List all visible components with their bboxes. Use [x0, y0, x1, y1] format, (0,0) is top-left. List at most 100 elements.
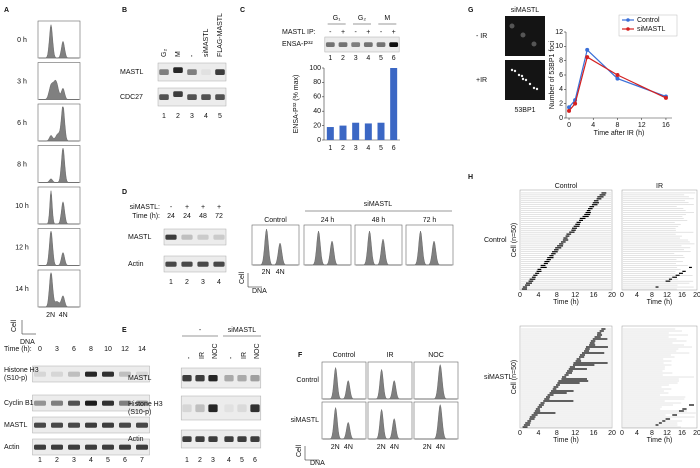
legend-label: Control: [637, 17, 660, 24]
histogram-profile: [39, 106, 79, 142]
label: B: [122, 7, 127, 14]
histogram-profile: [39, 272, 79, 308]
histogram-frame: [37, 186, 81, 225]
label: +: [366, 29, 370, 36]
label: +: [392, 29, 396, 36]
label: 12: [571, 292, 579, 299]
label: A: [4, 7, 9, 14]
label: Cell: [239, 272, 246, 285]
label: - IR: [476, 33, 487, 40]
blot-band: [85, 422, 97, 428]
label: F: [298, 352, 303, 359]
label: 48 h: [372, 217, 386, 224]
blot-band: [338, 42, 348, 48]
blot-band: [181, 261, 193, 267]
label: 4: [366, 145, 370, 152]
label: IR: [387, 352, 394, 359]
label: Cell (n=50): [511, 223, 518, 257]
data-point: [615, 76, 620, 81]
label: 2: [341, 145, 345, 152]
histogram-profile: [39, 230, 79, 266]
data-point: [585, 55, 590, 60]
blot-band: [213, 261, 225, 267]
label: 2N: [331, 444, 340, 451]
data-point: [573, 101, 578, 106]
label: 8: [555, 292, 559, 299]
histogram-profile: [323, 406, 365, 440]
label: 4N: [276, 269, 285, 276]
label: 7: [140, 457, 144, 464]
label: 1: [185, 457, 189, 464]
histogram-frame: [413, 401, 459, 440]
data-point: [663, 95, 668, 100]
label: 12: [121, 346, 129, 353]
label: MASTL: [128, 234, 151, 241]
label: 5: [106, 457, 110, 464]
focus-spot: [531, 41, 537, 47]
label: 8 h: [17, 161, 27, 168]
label: 3: [211, 457, 215, 464]
blot-band: [182, 404, 192, 413]
blot-band: [85, 371, 97, 377]
label: -: [186, 356, 193, 359]
histogram-frame: [405, 224, 454, 266]
focus-spot: [520, 74, 524, 78]
label: DNA: [310, 460, 325, 467]
bar: [377, 122, 385, 140]
blot-band: [85, 400, 97, 406]
label: -: [354, 29, 357, 36]
blot-band: [159, 69, 169, 76]
label: -: [199, 327, 202, 334]
histogram-profile: [305, 230, 350, 266]
blot-band: [136, 422, 148, 428]
legend-marker: [626, 27, 630, 31]
label: siMASTL:: [130, 204, 160, 211]
label: NOC: [254, 343, 261, 359]
blot-band: [102, 371, 114, 377]
label: Time (h): [553, 437, 579, 444]
label: 1: [328, 145, 332, 152]
histogram-profile: [39, 147, 79, 183]
blot-band: [224, 404, 234, 413]
blot-band: [363, 42, 373, 48]
label: 2: [55, 457, 59, 464]
label: 12: [555, 29, 563, 36]
histogram-profile: [415, 403, 457, 440]
label: Histone H3: [128, 401, 163, 408]
blot-band: [102, 444, 114, 450]
bar: [339, 125, 347, 140]
label: (S10-p): [4, 375, 27, 382]
label: 4: [366, 55, 370, 62]
label: 4N: [59, 312, 68, 319]
blot-band: [68, 371, 80, 377]
label: MASTL: [4, 422, 27, 429]
histogram-frame: [303, 224, 352, 266]
label: 5: [379, 145, 383, 152]
blot-band: [165, 261, 177, 267]
label: 4N: [390, 444, 399, 451]
label: +: [185, 204, 189, 211]
label: DNA: [20, 339, 35, 346]
bar: [326, 127, 334, 140]
blot-band: [165, 234, 177, 240]
label: 6: [253, 457, 257, 464]
blot-band: [201, 94, 211, 101]
label: CDC27: [120, 94, 143, 101]
focus-spot: [513, 69, 517, 73]
histogram-profile: [39, 80, 79, 100]
label: 0: [567, 122, 571, 129]
histogram-frame: [354, 224, 403, 266]
label: Control: [296, 377, 319, 384]
blot-band: [215, 69, 225, 76]
label: Time (h): [553, 299, 579, 306]
label: 2N: [423, 444, 432, 451]
label: 20: [693, 430, 700, 437]
label: 5: [379, 55, 383, 62]
label: 60: [313, 94, 321, 101]
label: 6 h: [17, 120, 27, 127]
label: 3: [354, 55, 358, 62]
label: 2N: [262, 269, 271, 276]
blot-band: [195, 436, 205, 443]
histogram-frame: [37, 145, 81, 183]
label: Cell (n=50): [511, 360, 518, 394]
